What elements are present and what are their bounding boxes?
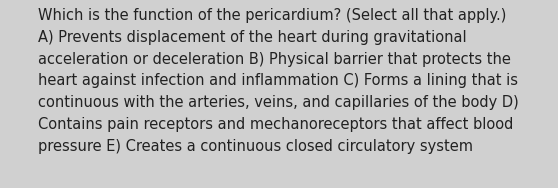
Text: A) Prevents displacement of the heart during gravitational: A) Prevents displacement of the heart du… bbox=[38, 30, 466, 45]
Text: acceleration or deceleration B) Physical barrier that protects the: acceleration or deceleration B) Physical… bbox=[38, 52, 511, 67]
Text: pressure E) Creates a continuous closed circulatory system: pressure E) Creates a continuous closed … bbox=[38, 139, 473, 154]
Text: Contains pain receptors and mechanoreceptors that affect blood: Contains pain receptors and mechanorecep… bbox=[38, 117, 513, 132]
Text: heart against infection and inflammation C) Forms a lining that is: heart against infection and inflammation… bbox=[38, 73, 518, 88]
Text: Which is the function of the pericardium? (Select all that apply.): Which is the function of the pericardium… bbox=[38, 8, 506, 23]
Text: continuous with the arteries, veins, and capillaries of the body D): continuous with the arteries, veins, and… bbox=[38, 95, 519, 110]
